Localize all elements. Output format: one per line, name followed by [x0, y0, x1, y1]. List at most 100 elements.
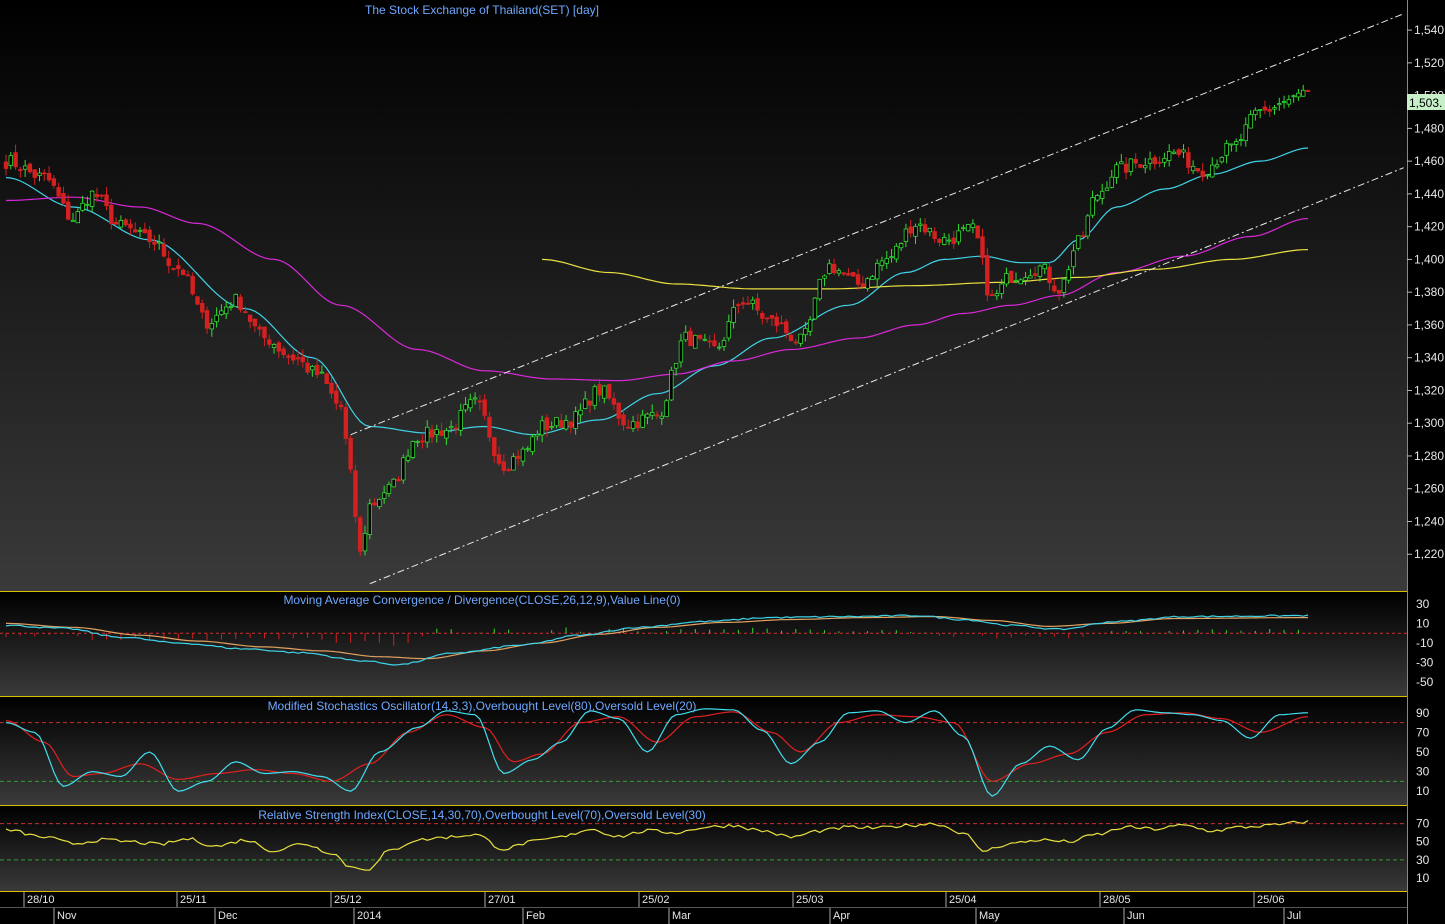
candle-body [257, 326, 262, 330]
candle-body [913, 225, 918, 237]
macd-tick-label: -10 [1416, 636, 1434, 650]
candle-body [444, 429, 449, 439]
candle-body [51, 178, 57, 186]
candle-body [233, 293, 238, 307]
macd-panel-title: Moving Average Convergence / Divergence(… [283, 593, 680, 607]
candle-body [937, 238, 942, 243]
date-label-bottom: Mar [672, 910, 691, 922]
candle-body [300, 356, 305, 363]
candle-body [1195, 168, 1201, 172]
candle-body [185, 274, 191, 277]
candle-body [1224, 142, 1229, 156]
date-label-top: 28/10 [27, 894, 55, 906]
rsi-panel-title: Relative Strength Index(CLOSE,14,30,70),… [258, 808, 706, 822]
candle-body [37, 172, 42, 176]
candle-body [578, 409, 583, 416]
candle-body [1214, 164, 1220, 168]
candle-body [1301, 89, 1306, 97]
candle-body [61, 192, 66, 204]
candle-body [1267, 109, 1272, 112]
candle-body [549, 426, 554, 429]
candle-body [1143, 165, 1148, 169]
candle-body [314, 364, 320, 376]
candle-body [511, 456, 516, 471]
candle-body [353, 470, 358, 517]
rsi-tick-label: 70 [1416, 817, 1430, 831]
candle-body [932, 231, 937, 239]
channel-upper-line [350, 13, 1404, 436]
candle-body [803, 328, 808, 336]
candle-body [166, 258, 171, 266]
candle-body [755, 298, 760, 311]
candle-body [559, 420, 564, 428]
candle-body [252, 318, 258, 327]
candle-body [774, 316, 779, 326]
candle-body [1272, 107, 1277, 110]
candle-body [1032, 273, 1038, 276]
candle-body [645, 413, 650, 418]
candle-body [247, 314, 253, 322]
candle-body [477, 400, 483, 403]
candle-body [836, 270, 842, 274]
candle-body [113, 221, 119, 225]
date-label-top: 27/01 [488, 894, 516, 906]
candle-body [161, 243, 167, 257]
candle-body [779, 322, 784, 325]
candle-body [822, 275, 827, 279]
candle-body [525, 448, 530, 451]
candle-body [1147, 158, 1153, 164]
candle-body [650, 412, 655, 416]
candle-body [1219, 157, 1225, 163]
date-label-bottom: 2014 [357, 910, 381, 922]
candle-body [104, 194, 109, 207]
candle-body [970, 223, 976, 229]
candle-body [922, 224, 928, 233]
macd-tick-label: 30 [1416, 597, 1430, 611]
candle-body [870, 276, 875, 280]
date-label-top: 28/05 [1103, 894, 1131, 906]
candle-body [750, 299, 755, 304]
candle-body [448, 426, 454, 429]
candle-body [884, 258, 889, 264]
candle-body [1229, 143, 1234, 146]
candle-body [740, 302, 746, 305]
candle-body [396, 479, 401, 482]
candle-body [1138, 164, 1143, 168]
candle-body [372, 502, 377, 506]
candle-body [1018, 279, 1023, 285]
candle-body [176, 265, 181, 270]
candle-body [980, 236, 985, 258]
candle-body [1095, 195, 1100, 201]
candle-body [228, 306, 234, 308]
candle-body [80, 202, 85, 211]
candle-body [1004, 273, 1009, 285]
candle-body [377, 499, 382, 508]
candle-body [1076, 235, 1081, 249]
candle-body [769, 315, 775, 319]
candle-body [1190, 165, 1196, 172]
candle-body [1166, 150, 1172, 161]
candle-body [535, 434, 540, 437]
candle-body [683, 331, 688, 341]
price-tick-label: 1,420 [1414, 220, 1444, 234]
candle-body [238, 296, 243, 311]
ema-mid-line [5, 196, 1309, 382]
candle-body [544, 417, 550, 431]
candle-body [1171, 151, 1177, 154]
candle-body [726, 321, 732, 339]
date-label-bottom: Jun [1127, 910, 1145, 922]
candle-body [985, 255, 990, 296]
candle-body [640, 414, 645, 428]
candle-body [200, 303, 205, 313]
candle-body [3, 161, 9, 169]
candle-body [1162, 158, 1167, 163]
candle-body [1286, 99, 1292, 105]
candle-body [573, 411, 578, 429]
candle-body [156, 241, 162, 244]
candle-body [13, 152, 18, 168]
candle-body [1099, 190, 1105, 199]
candle-body [515, 455, 521, 459]
price-tick-label: 1,220 [1414, 547, 1444, 561]
price-tick-label: 1,360 [1414, 318, 1444, 332]
